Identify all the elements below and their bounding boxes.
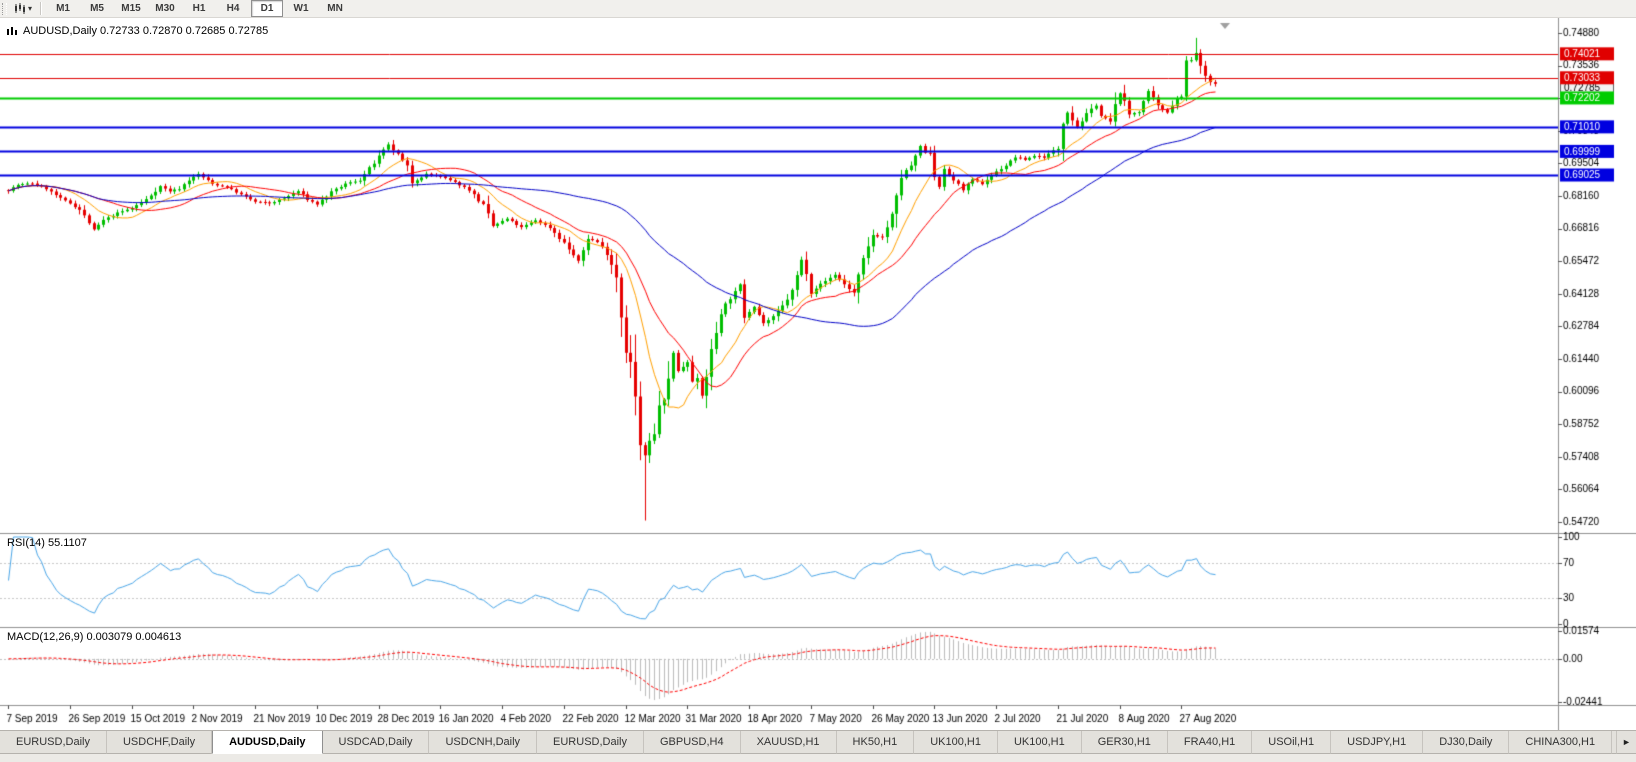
chart-symbol-ohlc-label: AUDUSD,Daily 0.72733 0.72870 0.72685 0.7… (7, 25, 268, 37)
chart-tab[interactable]: USOil,H1 (1252, 731, 1332, 754)
timeframe-buttons: M1 M5 M15 M30 H1 H4 D1 W1 MN (46, 0, 352, 17)
chart-tab-active[interactable]: AUDUSD,Daily (212, 731, 323, 754)
chart-tabs: EURUSD,Daily USDCHF,Daily AUDUSD,Daily USDC… (0, 731, 1616, 754)
chart-tab[interactable]: FRA40,H1 (1167, 731, 1253, 754)
chart-type-dropdown-button[interactable]: ▾ (10, 1, 36, 17)
chart-tab[interactable]: EURUSD,Daily (537, 731, 644, 754)
toolbar-separator (40, 2, 43, 15)
chart-tab[interactable]: XAUUSD,H1 (740, 731, 837, 754)
chart-tabs-bar: EURUSD,Daily USDCHF,Daily AUDUSD,Daily USDC… (0, 730, 1636, 762)
candlestick-chart-icon (15, 3, 25, 14)
price-chart-canvas[interactable] (0, 18, 1636, 730)
timeframe-button-m15[interactable]: M15 (121, 3, 141, 14)
chart-tab[interactable]: USDCNH,Daily (429, 731, 538, 754)
chart-title-text: AUDUSD,Daily 0.72733 0.72870 0.72685 0.7… (23, 25, 269, 37)
tabs-scroll-right-button[interactable]: ► (1615, 731, 1636, 754)
timeframe-button-h4[interactable]: H4 (226, 3, 240, 14)
timeframe-button-mn[interactable]: MN (327, 3, 343, 14)
chart-tab[interactable]: HK50,H1 (836, 731, 915, 754)
timeframe-button-m1[interactable]: M1 (56, 3, 70, 14)
chart-tab[interactable]: UK100,H1 (914, 731, 998, 754)
chart-tab[interactable]: EURUSD,Daily (0, 731, 107, 754)
chart-tab[interactable]: CHINA300,H1 (1509, 731, 1613, 754)
chart-tab[interactable]: DJ30,Daily (1423, 731, 1510, 754)
arrow-right-icon: ► (1621, 737, 1631, 747)
timeframe-button-m5[interactable]: M5 (90, 3, 104, 14)
timeframe-button-h1[interactable]: H1 (192, 3, 206, 14)
chart-tab[interactable]: USDCAD,Daily (322, 731, 430, 754)
timeframe-button-w1[interactable]: W1 (293, 3, 309, 14)
chart-menu-icon[interactable] (7, 26, 18, 36)
macd-indicator-label: MACD(12,26,9) 0.003079 0.004613 (7, 631, 182, 643)
chart-tab[interactable]: GBPUSD,H4 (644, 731, 741, 754)
chart-tab[interactable]: UK100,H1 (997, 731, 1082, 754)
chart-tab[interactable]: USDCHF,Daily (106, 731, 213, 754)
chart-tab[interactable]: USOil,H1 (1612, 731, 1616, 754)
chart-tab[interactable]: USDJPY,H1 (1331, 731, 1424, 754)
rsi-indicator-label: RSI(14) 55.1107 (7, 537, 87, 549)
chart-tab[interactable]: GER30,H1 (1081, 731, 1168, 754)
chevron-down-icon: ▾ (28, 3, 33, 13)
toolbar-grip[interactable] (2, 2, 7, 15)
chart-area: AUDUSD,Daily 0.72733 0.72870 0.72685 0.7… (0, 18, 1636, 730)
timeframe-button-d1[interactable]: D1 (251, 0, 284, 17)
timeframe-toolbar: ▾ M1 M5 M15 M30 H1 H4 D1 W1 MN (0, 0, 1636, 18)
timeframe-button-m30[interactable]: M30 (155, 3, 175, 14)
